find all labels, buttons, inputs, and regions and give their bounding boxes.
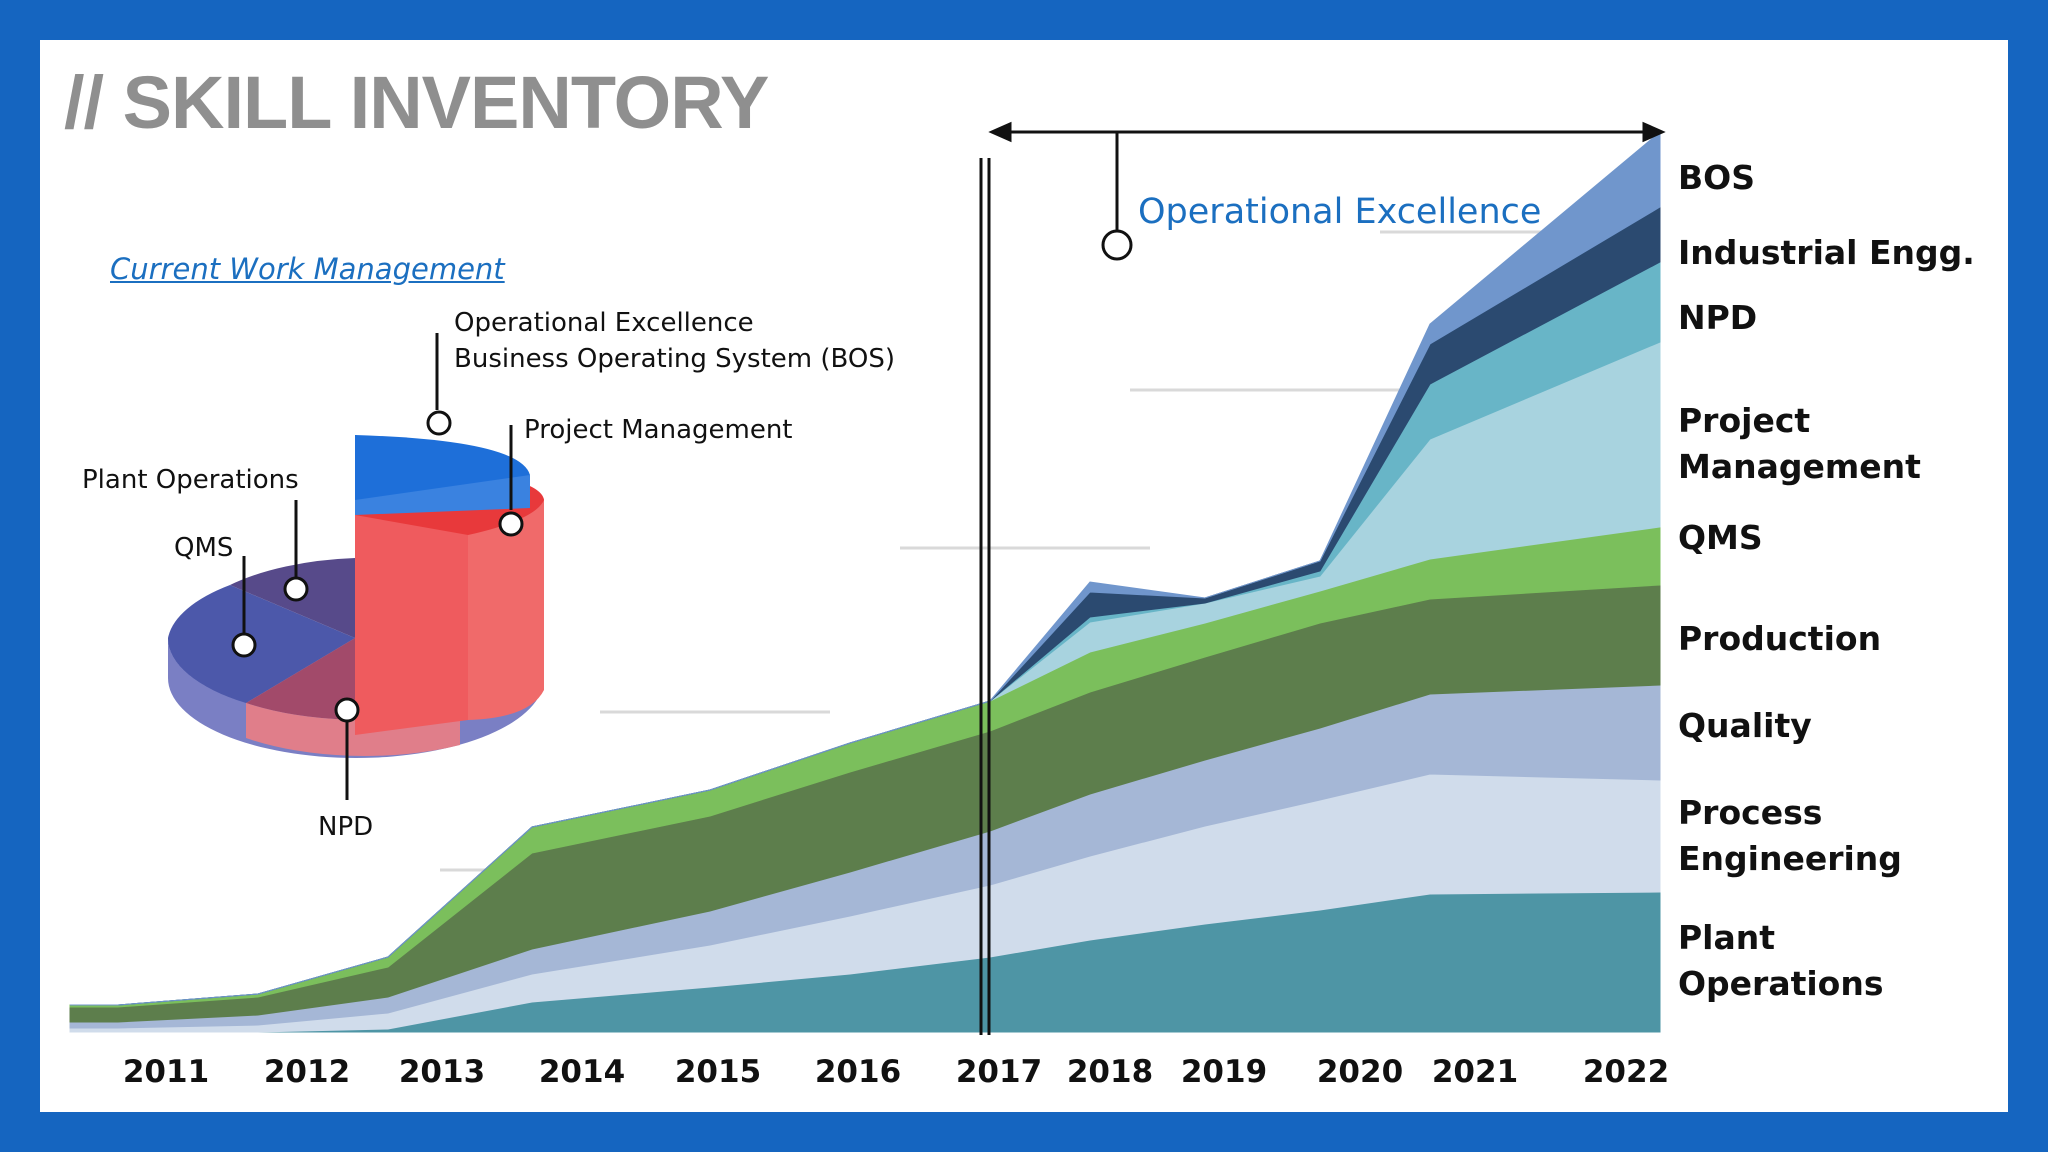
opex-annotation: Operational Excellence (1138, 192, 1542, 232)
page-title: // SKILL INVENTORY (64, 61, 769, 144)
series-label-plant-operations: Plant Operations (1678, 915, 1884, 1007)
x-tick-2019: 2019 (1181, 1054, 1267, 1090)
x-tick-2012: 2012 (264, 1054, 350, 1090)
stacked-area-series (69, 130, 1661, 1033)
callout-qms-marker (231, 632, 257, 658)
area-series-bos (70, 130, 1661, 1006)
x-tick-2017: 2017 (956, 1054, 1042, 1090)
vertical-marker-2017 (979, 158, 991, 1035)
opex-marker-circle (1101, 229, 1133, 261)
series-label-bos: BOS (1678, 158, 1755, 197)
callout-plant-ops-marker (283, 576, 309, 602)
series-label-npd: NPD (1678, 298, 1758, 337)
series-label-project-management: Project Management (1678, 398, 1921, 490)
callout-pm-marker (498, 511, 524, 537)
x-tick-2021: 2021 (1432, 1054, 1518, 1090)
series-label-production: Production (1678, 619, 1882, 658)
pie-slice-project-management-curve (468, 497, 545, 720)
x-tick-2020: 2020 (1317, 1054, 1403, 1090)
x-tick-2016: 2016 (815, 1054, 901, 1090)
x-tick-2014: 2014 (539, 1054, 625, 1090)
x-tick-2015: 2015 (675, 1054, 761, 1090)
x-axis-ticks: 2011 2012 2013 2014 2015 2016 2017 2018 2019 2020… (123, 1054, 1669, 1090)
x-tick-2013: 2013 (399, 1054, 485, 1090)
pie-slice-qms-top (167, 585, 355, 703)
series-label-industrial-engg: Industrial Engg. (1678, 233, 1975, 272)
pie-chart (167, 435, 545, 758)
x-tick-2011: 2011 (123, 1054, 209, 1090)
series-label-line: Management (1678, 447, 1921, 486)
pie-label-npd: NPD (318, 812, 374, 842)
pie-slice-npd-side (246, 703, 460, 757)
pie-chart-title: Current Work Management (110, 252, 505, 286)
series-label-quality: Quality (1678, 706, 1812, 745)
x-tick-2022: 2022 (1583, 1054, 1669, 1090)
series-label-line: Plant (1678, 918, 1776, 957)
pie-label-qms: QMS (174, 533, 234, 563)
pie-label-project-management: Project Management (524, 415, 793, 445)
pie-slice-bos-top (355, 435, 530, 500)
pie-callouts (231, 333, 524, 800)
series-label-line: Engineering (1678, 839, 1902, 878)
callout-bos-marker (426, 410, 452, 436)
pie-slice-project-management-side (355, 500, 468, 735)
series-label-line: Project (1678, 401, 1811, 440)
series-label-line: Operations (1678, 964, 1884, 1003)
callout-npd-marker (334, 697, 360, 723)
pie-label-opex-line2: Business Operating System (BOS) (454, 344, 896, 374)
series-label-process-engineering: Process Engineering (1678, 790, 1902, 882)
opex-range-arrow (988, 121, 1666, 261)
x-tick-2018: 2018 (1067, 1054, 1153, 1090)
pie-label-plant-operations: Plant Operations (82, 465, 299, 495)
series-label-line: Process (1678, 793, 1823, 832)
series-label-qms: QMS (1678, 518, 1763, 557)
pie-label-opex-line1: Operational Excellence (454, 308, 754, 338)
